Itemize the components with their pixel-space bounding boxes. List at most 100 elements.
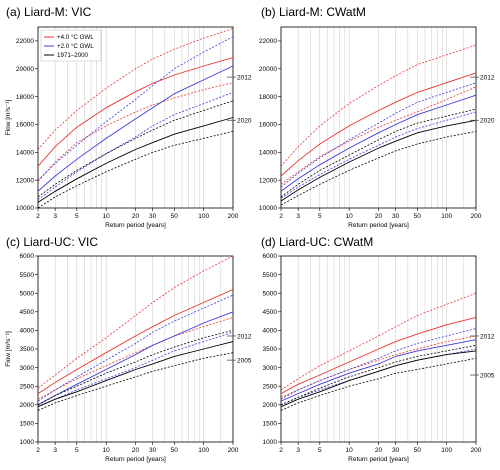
x-tick-label: 2 [36,447,40,454]
legend: +4.0 °C GWL +2.0 °C GWL 1971–2000 [40,29,102,62]
y-tick-label: 20000 [16,66,34,73]
y-tick-label: 1000 [20,439,35,446]
x-tick-label: 2 [279,447,283,454]
chart-title: (a) Liard-M: VIC [6,5,92,19]
series-line [37,311,234,406]
x-tick-label: 20 [132,447,140,454]
x-tick-label: 3 [53,213,57,220]
x-tick-label: 2 [279,213,283,220]
x-tick-label: 10 [103,447,111,454]
x-tick-label: 3 [296,213,300,220]
y-tick-label: 14000 [259,150,277,157]
x-tick-label: 30 [149,447,157,454]
x-tick-label: 10 [346,447,354,454]
y-tick-label: 5500 [20,272,35,279]
series-line [37,57,234,167]
y-tick-label: 6000 [20,253,35,260]
series-line [37,92,234,200]
x-tick-label: 50 [171,213,179,220]
chart-panel-1: (a) Liard-M: VIC 10000 12000 14000 16000 1800… [5,5,252,229]
series-line [37,36,234,181]
x-tick-label: 5 [75,213,79,220]
x-tick-label: 100 [198,447,209,454]
reference-label: 2005 [480,372,495,379]
y-tick-label: 20000 [259,66,277,73]
x-axis-label: Return period [years] [348,222,409,229]
y-tick-label: 10000 [16,205,34,212]
chart-title: (c) Liard-UC: VIC [6,235,98,249]
x-tick-label: 5 [75,447,79,454]
series-line [37,131,234,209]
chart-title: (b) Liard-M: CWatM [261,5,366,19]
x-tick-label: 3 [296,447,300,454]
series-line [280,335,477,398]
y-tick-label: 3500 [263,346,278,353]
series-line [280,86,477,185]
y-tick-label: 6000 [263,253,278,260]
y-tick-label: 2500 [263,383,278,390]
x-tick-label: 50 [414,447,422,454]
reference-label: 2012 [480,74,495,81]
series-line [280,111,477,199]
y-tick-label: 12000 [259,177,277,184]
x-axis-label: Return period [years] [105,456,166,463]
y-tick-label: 14000 [16,150,34,157]
reference-label: 2020 [480,118,495,125]
series-line [280,316,477,394]
series-line [280,108,477,198]
y-tick-label: 2000 [263,402,278,409]
y-tick-label: 4500 [20,309,35,316]
y-axis-label: Flow [m³s⁻¹] [5,100,12,136]
series-line [37,65,234,192]
series-line [280,292,477,391]
series-line [280,339,477,402]
chart-panel-3: (c) Liard-UC: VIC10001500200025003000350… [5,235,252,463]
series-line [280,328,477,400]
y-tick-label: 22000 [259,38,277,45]
y-tick-label: 3000 [263,365,278,372]
chart-title: (d) Liard-UC: CWatM [261,235,373,249]
series-line [280,357,477,411]
series-line [37,331,234,408]
series-line [37,100,234,198]
x-tick-label: 10 [346,213,354,220]
reference-label: 2012 [237,333,252,340]
y-tick-label: 4500 [263,309,278,316]
y-tick-label: 5000 [263,290,278,297]
y-tick-label: 3000 [20,365,35,372]
legend-label: +4.0 °C GWL [57,34,94,41]
series-line [280,344,477,406]
x-tick-label: 30 [392,213,400,220]
x-tick-label: 50 [414,213,422,220]
x-tick-label: 200 [228,447,239,454]
x-tick-label: 200 [228,213,239,220]
x-tick-label: 100 [441,447,452,454]
x-tick-label: 100 [198,213,209,220]
y-tick-label: 10000 [259,205,277,212]
y-tick-label: 3500 [20,346,35,353]
series-line [37,317,234,400]
x-tick-label: 2 [36,213,40,220]
y-tick-label: 1000 [263,439,278,446]
x-tick-label: 20 [132,213,140,220]
y-tick-label: 4000 [263,328,278,335]
x-tick-label: 200 [471,447,482,454]
y-tick-label: 1500 [20,421,35,428]
y-tick-label: 12000 [16,177,34,184]
x-tick-label: 100 [441,213,452,220]
x-tick-label: 50 [171,447,179,454]
x-tick-label: 10 [103,213,111,220]
series-line [37,28,234,150]
x-tick-label: 5 [318,213,322,220]
chart-panel-2: (b) Liard-M: CWatM 10000 12000 14000 16000 18… [259,5,495,229]
series-line [280,82,477,188]
x-tick-label: 30 [392,447,400,454]
reference-label: 2005 [237,357,252,364]
reference-label: 2012 [237,74,252,81]
legend-label: 1971–2000 [57,52,89,59]
y-tick-label: 5500 [263,272,278,279]
y-tick-label: 1500 [263,421,278,428]
y-tick-label: 5000 [20,290,35,297]
y-tick-label: 4000 [20,328,35,335]
